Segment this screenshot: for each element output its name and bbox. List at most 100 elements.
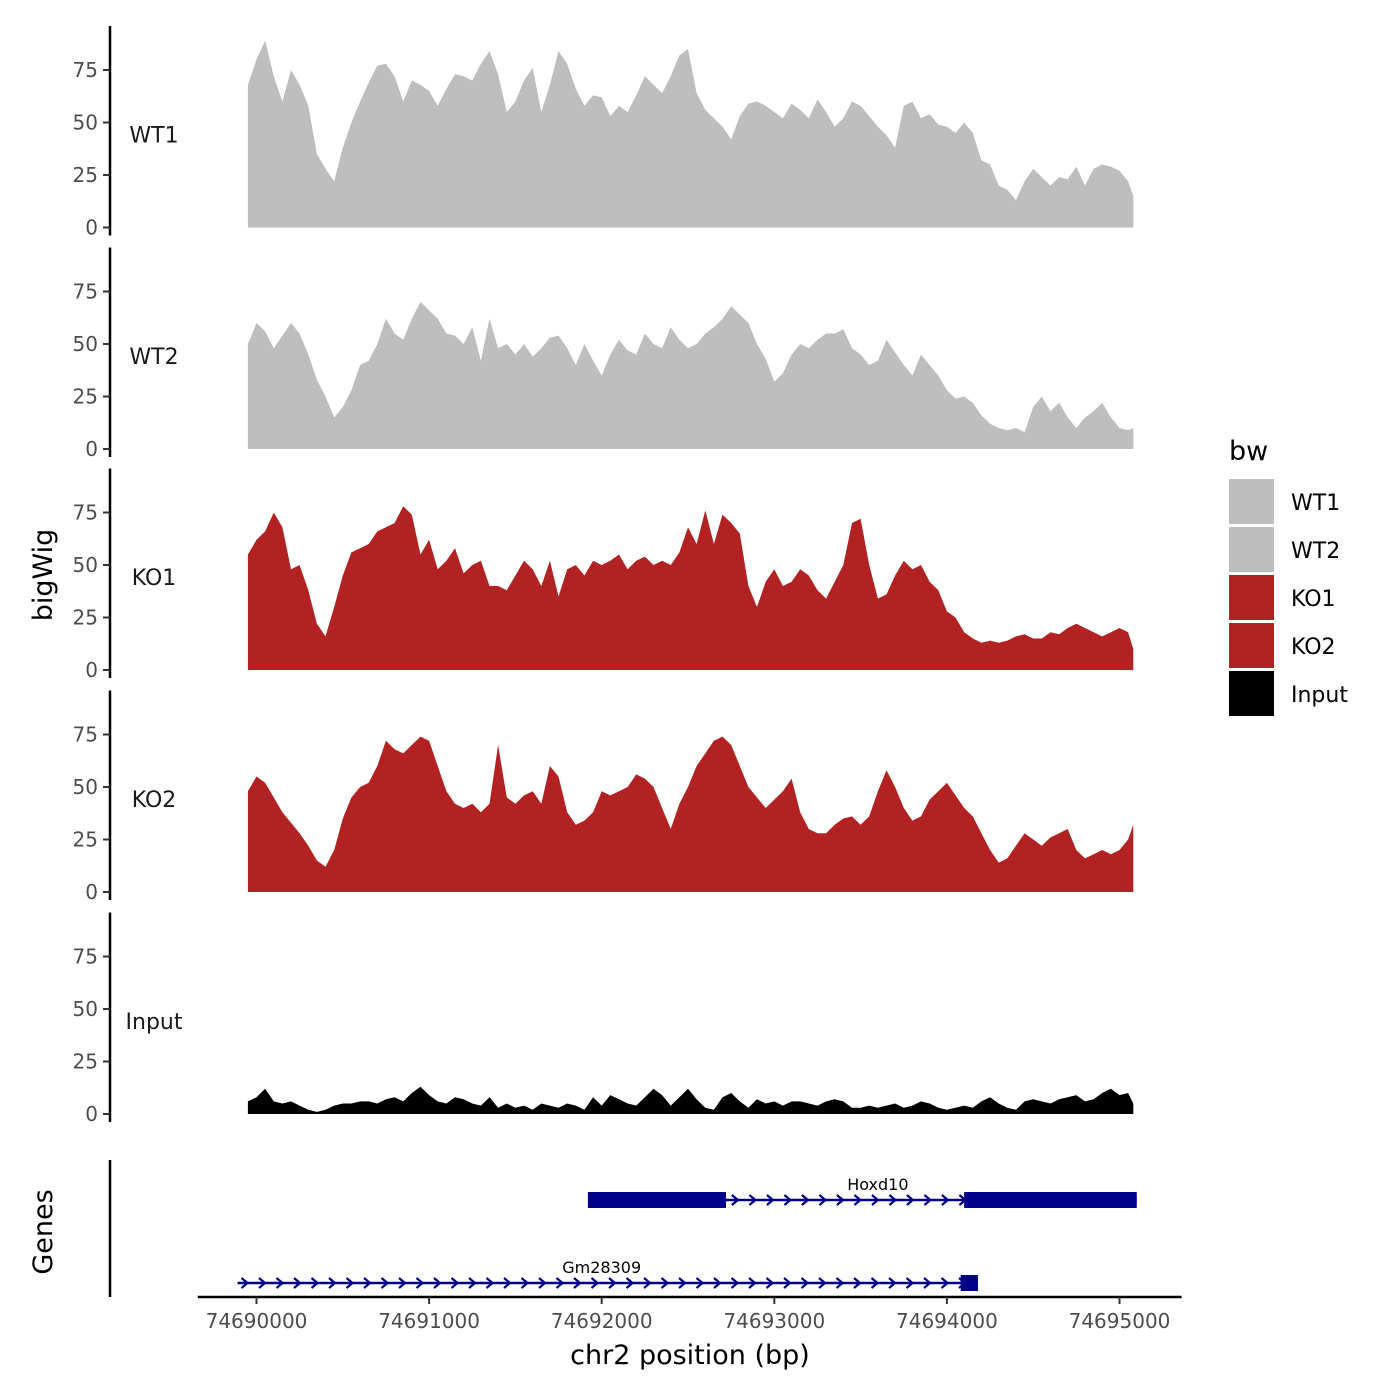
strand-arrow [590, 1277, 600, 1289]
strand-arrow [801, 1194, 810, 1206]
track-ko1: 0 25 50 75 KO1 [73, 468, 1134, 682]
track-label-ko1: KO1 [132, 566, 177, 591]
y-tick-label: 0 [85, 880, 98, 904]
strand-arrow [678, 1277, 687, 1289]
strand-arrow [503, 1277, 512, 1289]
strand-arrow [468, 1277, 477, 1289]
strand-arrow [853, 1194, 863, 1206]
strand-arrow [888, 1194, 898, 1206]
track-wt2: 0 25 50 75 WT2 [73, 247, 1134, 461]
strand-arrow [398, 1277, 407, 1289]
track-wt1: 0 25 50 75 WT1 [73, 26, 1134, 240]
y-tick-label: 25 [73, 828, 98, 852]
strand-arrow [905, 1277, 915, 1289]
strand-arrow [783, 1277, 792, 1289]
y-tick-label: 50 [73, 332, 98, 356]
area-wt2 [247, 302, 1134, 449]
strand-arrow [800, 1277, 810, 1289]
track-label-wt1: WT1 [129, 124, 178, 149]
y-tick-label: 0 [85, 437, 98, 461]
x-axis-title: chr2 position (bp) [570, 1340, 810, 1371]
strand-arrow [520, 1277, 530, 1289]
area-ko1 [247, 506, 1134, 670]
track-input: 0 25 50 75 Input [73, 912, 1134, 1126]
x-tick-label: 74690000 [206, 1309, 308, 1333]
track-ko2: 0 25 50 75 KO2 [73, 690, 1134, 904]
legend-swatch-ko1 [1229, 575, 1274, 620]
strand-arrow [310, 1277, 320, 1289]
strand-arrow [328, 1277, 337, 1289]
legend-label-input: Input [1291, 683, 1348, 708]
strand-arrow [870, 1277, 880, 1289]
strand-arrow [275, 1277, 285, 1289]
strand-arrow [258, 1277, 267, 1289]
strand-arrow [853, 1277, 862, 1289]
strand-arrow [836, 1194, 845, 1206]
strand-arrow [888, 1277, 897, 1289]
strand-arrow [555, 1277, 565, 1289]
strand-arrow [415, 1277, 425, 1289]
strand-arrow [923, 1194, 933, 1206]
gene-exon [960, 1275, 978, 1291]
area-input [247, 1086, 1134, 1114]
track-label-ko2: KO2 [132, 788, 177, 813]
strand-arrow [363, 1277, 372, 1289]
legend: bw WT1 WT2 KO1 KO2 Input [1229, 436, 1348, 716]
strand-arrow [695, 1277, 705, 1289]
x-tick-label: 74692000 [551, 1309, 653, 1333]
strand-arrow [433, 1277, 442, 1289]
y-tick-label: 50 [73, 111, 98, 135]
strand-arrow [766, 1194, 775, 1206]
strand-arrow [941, 1194, 950, 1206]
strand-arrow [871, 1194, 880, 1206]
strand-arrow [748, 1194, 758, 1206]
y-tick-label: 25 [73, 1050, 98, 1074]
y-tick-label: 50 [73, 553, 98, 577]
legend-label-wt2: WT2 [1291, 539, 1340, 564]
y-tick-label: 0 [85, 658, 98, 682]
strand-arrow [293, 1277, 302, 1289]
legend-swatch-wt2 [1229, 527, 1274, 572]
strand-arrow [485, 1277, 495, 1289]
x-tick-label: 74693000 [723, 1309, 825, 1333]
strand-arrow [765, 1277, 775, 1289]
x-tick-label: 74695000 [1069, 1309, 1171, 1333]
track-label-input: Input [126, 1010, 183, 1035]
x-axis: 74690000 74691000 74692000 74693000 74694000… [197, 1295, 1182, 1333]
legend-label-wt1: WT1 [1291, 491, 1340, 516]
strand-arrow [240, 1277, 250, 1289]
gene-gm28309: Gm28309 [237, 1258, 978, 1291]
legend-label-ko2: KO2 [1291, 635, 1336, 660]
strand-arrow [380, 1277, 390, 1289]
y-tick-label: 0 [85, 216, 98, 240]
strand-arrow [625, 1277, 635, 1289]
strand-arrow [450, 1277, 460, 1289]
y-tick-label: 0 [85, 1102, 98, 1126]
y-tick-label: 75 [73, 945, 98, 969]
strand-arrow [608, 1277, 617, 1289]
track-label-wt2: WT2 [129, 345, 178, 370]
strand-arrow [573, 1277, 582, 1289]
strand-arrow [748, 1277, 757, 1289]
strand-arrow [730, 1277, 740, 1289]
y-tick-label: 25 [73, 385, 98, 409]
strand-arrow [923, 1277, 932, 1289]
legend-title: bw [1229, 436, 1268, 467]
y-tick-label: 50 [73, 775, 98, 799]
gene-exon [587, 1192, 726, 1208]
strand-arrow [713, 1277, 722, 1289]
gene-hoxd10: Hoxd10 [587, 1175, 1137, 1208]
y-tick-label: 75 [73, 58, 98, 82]
gene-track: Hoxd10 Gm28309 [108, 1160, 1137, 1297]
y-tick-label: 75 [73, 723, 98, 747]
x-tick-label: 74694000 [896, 1309, 998, 1333]
strand-arrow [538, 1277, 547, 1289]
y-tick-label: 75 [73, 280, 98, 304]
y-tick-label: 50 [73, 997, 98, 1021]
strand-arrow [783, 1194, 793, 1206]
strand-arrow [818, 1277, 827, 1289]
genes-axis-title: Genes [28, 1189, 59, 1274]
y-tick-label: 25 [73, 163, 98, 187]
gene-label: Hoxd10 [847, 1175, 908, 1194]
